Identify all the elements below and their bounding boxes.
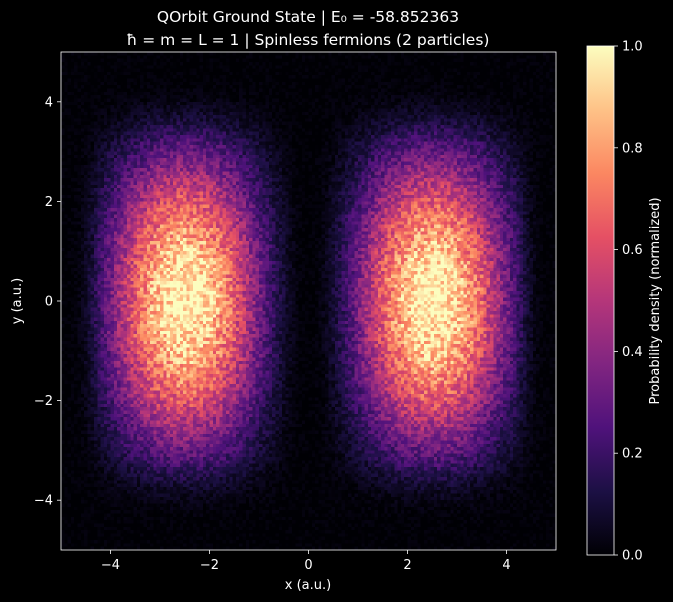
colorbar-tick-label: 0.8 bbox=[622, 141, 643, 156]
colorbar-label: Probability density (normalized) bbox=[648, 197, 663, 404]
chart-title: QOrbit Ground State | E₀ = -58.852363 bbox=[157, 8, 459, 26]
y-tick-label: −4 bbox=[34, 494, 53, 509]
x-tick-label: −4 bbox=[101, 558, 120, 573]
colorbar-tick-label: 0.2 bbox=[622, 447, 643, 462]
y-axis: −4 −2 0 2 4 bbox=[34, 95, 61, 509]
x-tick-label: 4 bbox=[502, 558, 510, 573]
plot-area bbox=[60, 51, 557, 551]
x-axis-label: x (a.u.) bbox=[285, 578, 331, 593]
colorbar-tick-label: 0.6 bbox=[622, 243, 643, 258]
y-tick-label: 4 bbox=[45, 95, 53, 110]
y-axis-label: y (a.u.) bbox=[10, 278, 25, 324]
density-heatmap bbox=[61, 52, 556, 550]
heatmap-container bbox=[61, 52, 556, 550]
x-tick-label: 2 bbox=[403, 558, 411, 573]
x-tick-label: 0 bbox=[304, 558, 312, 573]
colorbar-frame bbox=[586, 45, 615, 556]
colorbar-axis: 0.0 0.2 0.4 0.6 0.8 1.0 bbox=[614, 40, 643, 564]
x-axis: −4 −2 0 2 4 bbox=[101, 550, 511, 573]
y-tick-label: −2 bbox=[34, 394, 53, 409]
y-tick-label: 2 bbox=[45, 195, 53, 210]
colorbar bbox=[587, 46, 614, 555]
colorbar-tick-label: 0.4 bbox=[622, 345, 643, 360]
chart-subtitle: ħ = m = L = 1 | Spinless fermions (2 par… bbox=[127, 31, 490, 49]
x-tick-label: −2 bbox=[200, 558, 219, 573]
y-tick-label: 0 bbox=[45, 295, 53, 310]
colorbar-tick-label: 1.0 bbox=[622, 40, 643, 55]
colorbar-tick-label: 0.0 bbox=[622, 549, 643, 564]
